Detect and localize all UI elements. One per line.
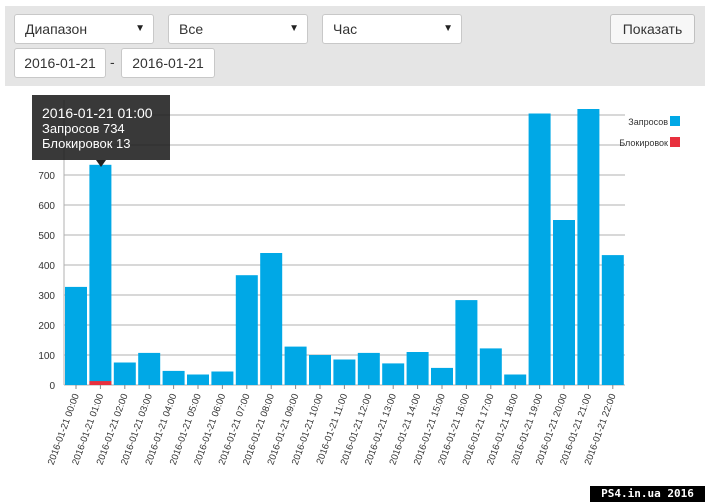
tooltip-blocked: Блокировок 13 [42,136,131,151]
chevron-down-icon: ▼ [289,23,299,34]
bar-requests[interactable] [187,374,209,386]
bar-requests[interactable] [162,370,185,385]
y-tick-label: 700 [38,171,55,182]
y-tick-label: 200 [38,321,55,332]
bar-requests[interactable] [65,286,87,385]
show-button[interactable]: Показать [610,14,695,44]
y-tick-label: 100 [38,351,55,362]
range-select[interactable]: Диапазон ▼ [14,14,154,44]
tooltip-time: 2016-01-21 01:00 [42,105,153,121]
chart-tooltip: 2016-01-21 01:00 Запросов 734 Блокировок… [32,95,170,160]
bar-requests[interactable] [528,113,551,386]
bar-requests[interactable] [601,255,624,385]
scope-select-label: Все [179,21,204,37]
bar-requests[interactable] [235,275,258,385]
bar-requests[interactable] [431,367,453,385]
y-tick-label: 300 [38,291,55,302]
scope-select[interactable]: Все ▼ [168,14,308,44]
bar-requests[interactable] [455,300,478,385]
range-select-label: Диапазон [25,21,88,37]
y-tick-label: 0 [49,381,55,392]
legend-blocked-label: Блокировок [619,138,668,148]
bar-requests[interactable] [504,374,527,386]
bar-requests[interactable] [479,348,502,385]
y-tick-label: 600 [38,201,55,212]
date-from-input[interactable]: 2016-01-21 [14,48,106,78]
bar-requests[interactable] [553,220,575,385]
y-tick-label: 400 [38,261,55,272]
bar-requests[interactable] [406,352,429,385]
legend-requests-label: Запросов [628,117,668,127]
y-tick-label: 500 [38,231,55,242]
bar-requests[interactable] [333,359,356,386]
bar-requests[interactable] [89,164,112,385]
legend-requests-swatch [670,116,680,126]
filter-toolbar: Диапазон ▼ Все ▼ Час ▼ Показать 2016-01-… [5,6,705,86]
bar-requests[interactable] [284,346,307,385]
interval-select[interactable]: Час ▼ [322,14,462,44]
date-to-input[interactable]: 2016-01-21 [121,48,215,78]
bar-requests[interactable] [309,355,331,385]
watermark: PS4.in.ua 2016 [590,486,705,502]
bar-requests[interactable] [113,362,136,386]
tooltip-pointer-icon [96,160,106,167]
bar-requests[interactable] [260,253,283,385]
chevron-down-icon: ▼ [443,23,453,34]
bar-requests[interactable] [138,352,161,385]
bar-requests[interactable] [211,371,234,386]
date-separator: - [110,54,115,70]
chevron-down-icon: ▼ [135,23,145,34]
interval-select-label: Час [333,21,358,37]
tooltip-requests: Запросов 734 [42,121,125,136]
bar-requests[interactable] [382,363,405,385]
bar-requests[interactable] [577,109,600,385]
bar-requests[interactable] [357,352,380,385]
bar-blocked[interactable] [89,381,112,385]
legend-blocked-swatch [670,137,680,147]
